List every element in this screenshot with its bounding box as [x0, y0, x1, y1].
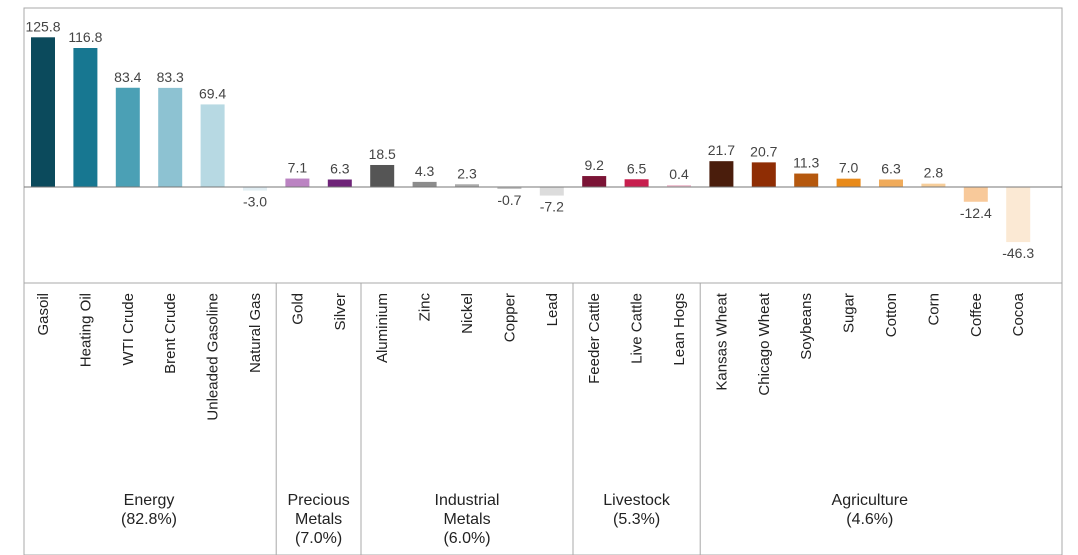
category-label-kansas-wheat: Kansas Wheat — [713, 292, 730, 390]
value-label-lean-hogs: 0.4 — [669, 166, 689, 182]
group-label-line: Industrial — [435, 492, 500, 509]
category-label-feeder-cattle: Feeder Cattle — [586, 293, 603, 384]
value-label-live-cattle: 6.5 — [627, 160, 647, 176]
group-label-line: (5.3%) — [613, 511, 660, 528]
bar-lead — [539, 187, 564, 196]
category-label-brent-crude: Brent Crude — [162, 293, 179, 374]
category-label-cotton: Cotton — [883, 293, 900, 337]
value-label-lead: -7.2 — [540, 199, 564, 215]
value-label-copper: -0.7 — [497, 192, 521, 208]
category-label-unleaded-gasoline: Unleaded Gasoline — [205, 293, 222, 421]
bar-brent-crude — [158, 87, 183, 187]
value-label-coffee: -12.4 — [960, 205, 992, 221]
group-label-agriculture: Agriculture (4.6%) — [832, 492, 909, 528]
value-label-zinc: 4.3 — [415, 163, 435, 179]
value-label-silver: 6.3 — [330, 161, 350, 177]
group-label-line: (6.0%) — [443, 530, 490, 547]
category-label-soybeans: Soybeans — [798, 293, 815, 360]
bar-zinc — [412, 181, 437, 187]
bar-corn — [921, 183, 946, 187]
value-label-heating-oil: 116.8 — [68, 29, 102, 45]
category-label-cocoa: Cocoa — [1010, 292, 1027, 336]
value-label-cocoa: -46.3 — [1002, 245, 1034, 261]
group-label-line: Metals — [295, 511, 342, 528]
group-labels-layer: Energy (82.8%) Precious Metals (7.0%) Industr… — [121, 492, 908, 547]
value-label-wti-crude: 83.4 — [114, 69, 141, 85]
value-label-aluminium: 18.5 — [369, 146, 396, 162]
category-labels-layer: Gasoil Heating Oil WTI Crude Brent Crude Unl… — [35, 292, 1027, 420]
value-label-nickel: 2.3 — [457, 165, 477, 181]
category-label-sugar: Sugar — [841, 293, 858, 333]
value-label-gold: 7.1 — [288, 160, 308, 176]
bar-lean-hogs — [667, 185, 691, 187]
category-label-gold: Gold — [289, 293, 306, 325]
value-label-gasoil: 125.8 — [25, 18, 60, 34]
group-label-line: Agriculture — [832, 492, 909, 509]
category-label-copper: Copper — [501, 293, 518, 342]
bar-cotton — [879, 179, 903, 187]
value-label-chicago-wheat: 20.7 — [750, 143, 777, 159]
bar-unleaded-gasoline — [200, 104, 225, 187]
group-label-livestock: Livestock (5.3%) — [603, 492, 671, 528]
category-label-aluminium: Aluminium — [374, 293, 391, 363]
value-label-corn: 2.8 — [924, 165, 944, 181]
category-label-wti-crude: WTI Crude — [120, 293, 137, 366]
value-label-cotton: 6.3 — [881, 161, 901, 177]
value-label-sugar: 7.0 — [839, 160, 859, 176]
category-label-nickel: Nickel — [459, 293, 476, 334]
category-label-chicago-wheat: Chicago Wheat — [756, 292, 773, 395]
bar-copper — [497, 187, 522, 189]
group-label-line: (7.0%) — [295, 530, 342, 547]
plot-frame — [23, 7, 1063, 555]
group-label-line: (4.6%) — [846, 511, 893, 528]
group-label-line: (82.8%) — [121, 511, 177, 528]
value-label-feeder-cattle: 9.2 — [584, 157, 604, 173]
category-label-live-cattle: Live Cattle — [629, 293, 646, 364]
bar-chicago-wheat — [751, 162, 776, 187]
category-label-heating-oil: Heating Oil — [77, 293, 94, 367]
category-label-zinc: Zinc — [417, 293, 434, 322]
category-label-coffee: Coffee — [968, 293, 985, 337]
group-label-line: Precious — [287, 492, 349, 509]
bar-aluminium — [370, 164, 395, 187]
category-label-corn: Corn — [925, 293, 942, 326]
bar-silver — [327, 179, 352, 187]
bar-live-cattle — [624, 179, 649, 187]
bar-gold — [285, 178, 310, 187]
bar-wti-crude — [115, 87, 140, 187]
bars-layer — [31, 37, 1031, 243]
bar-kansas-wheat — [709, 161, 734, 187]
group-label-precious: Precious Metals (7.0%) — [287, 492, 349, 547]
bar-nickel — [455, 184, 479, 187]
value-label-soybeans: 11.3 — [793, 155, 819, 171]
group-label-line: Energy — [124, 492, 175, 509]
value-label-brent-crude: 83.3 — [157, 69, 184, 85]
category-label-silver: Silver — [332, 293, 349, 331]
bar-gasoil — [31, 37, 55, 187]
group-label-line: Livestock — [603, 492, 671, 509]
value-label-kansas-wheat: 21.7 — [708, 142, 735, 158]
bar-heating-oil — [73, 48, 98, 188]
category-label-gasoil: Gasoil — [35, 293, 52, 336]
category-label-natural-gas: Natural Gas — [247, 293, 264, 373]
group-label-industrial: Industrial Metals (6.0%) — [435, 492, 500, 547]
bar-feeder-cattle — [582, 176, 607, 187]
bar-soybeans — [794, 173, 819, 187]
bar-sugar — [836, 178, 861, 187]
bar-coffee — [963, 187, 988, 202]
bar-cocoa — [1006, 187, 1031, 243]
group-label-line: Metals — [443, 511, 490, 528]
value-label-natural-gas: -3.0 — [243, 194, 267, 210]
bar-natural-gas — [243, 187, 267, 191]
value-label-unleaded-gasoline: 69.4 — [199, 85, 226, 101]
category-label-lean-hogs: Lean Hogs — [671, 293, 688, 366]
category-label-lead: Lead — [544, 293, 561, 326]
group-label-energy: Energy (82.8%) — [121, 492, 177, 528]
group-dividers-layer — [275, 283, 701, 555]
value-labels-layer: 125.8 116.8 83.4 83.3 69.4 -3.0 7.1 6.3 18.5 4.3 2… — [25, 18, 1034, 261]
